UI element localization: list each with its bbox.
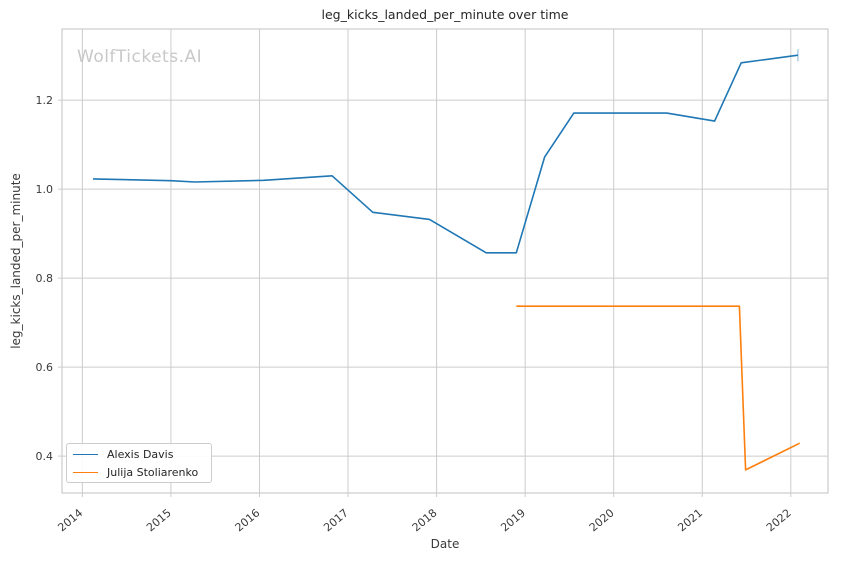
legend-line-sample <box>73 471 98 473</box>
y-tick-label: 0.8 <box>36 272 54 285</box>
x-tick-label: 2022 <box>764 506 794 534</box>
y-axis-label: leg_kicks_landed_per_minute <box>9 173 23 349</box>
axes-border <box>61 28 829 494</box>
watermark: WolfTickets.AI <box>77 47 203 67</box>
legend: Alexis Davis Julija Stoliarenko <box>66 443 212 483</box>
series-line-julija-stoliarenko <box>516 305 801 471</box>
x-tick-label: 2020 <box>587 506 617 534</box>
x-tick-label: 2018 <box>410 506 440 534</box>
chart-title: leg_kicks_landed_per_minute over time <box>321 7 569 22</box>
legend-label: Julija Stoliarenko <box>107 465 199 479</box>
x-tick-label: 2016 <box>233 506 263 534</box>
x-axis-label: Date <box>430 537 460 551</box>
legend-item: Julija Stoliarenko <box>73 464 205 480</box>
series-line-alexis-davis <box>92 54 799 254</box>
x-tick-label: 2017 <box>321 506 351 534</box>
y-tick-label: 1.2 <box>36 94 54 107</box>
x-tick-label: 2021 <box>675 506 705 534</box>
y-tick-label: 1.0 <box>36 183 54 196</box>
x-tick-label: 2019 <box>498 506 528 534</box>
legend-line-sample <box>73 453 98 455</box>
y-tick-label: 0.6 <box>36 361 54 374</box>
legend-label: Alexis Davis <box>107 447 174 461</box>
x-tick-label: 2015 <box>144 506 174 534</box>
x-tick-label: 2014 <box>55 506 85 534</box>
legend-item: Alexis Davis <box>73 446 205 462</box>
y-tick-label: 0.4 <box>36 450 54 463</box>
